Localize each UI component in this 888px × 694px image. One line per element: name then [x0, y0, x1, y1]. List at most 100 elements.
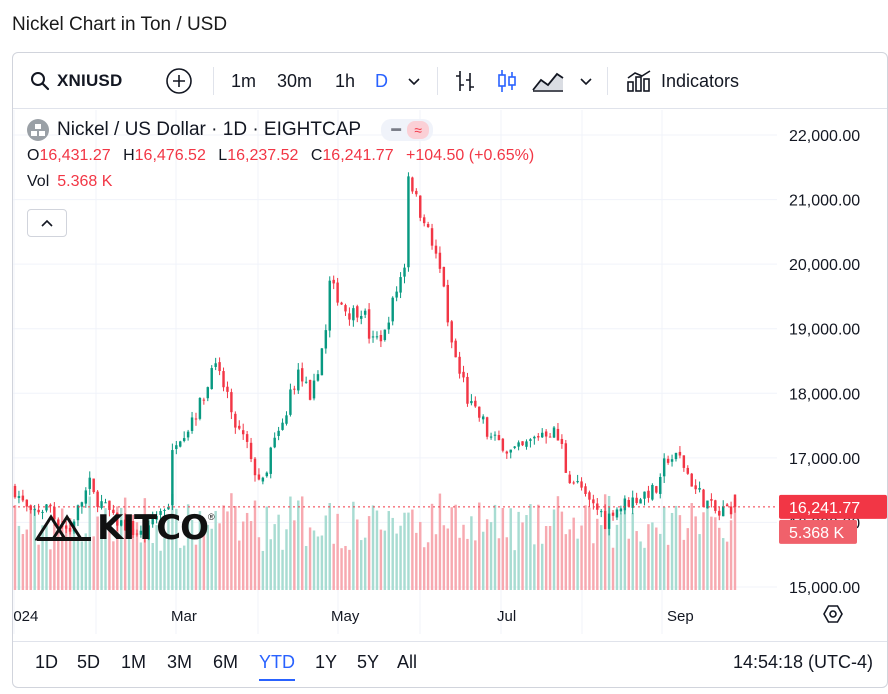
settings-icon	[823, 605, 843, 623]
volume-bar	[265, 506, 269, 590]
volume-bar	[729, 520, 733, 590]
chart-footer: 1D 5D 1M 3M 6M YTD 1Y 5Y All 14:54:18 (UTC-4)	[13, 641, 887, 687]
candle-body	[725, 504, 729, 507]
bars-style-button[interactable]	[453, 53, 477, 109]
volume-bar	[96, 516, 99, 590]
symbol-search[interactable]: XNIUSD	[29, 53, 122, 109]
candle-body	[13, 485, 17, 498]
volume-bar	[529, 504, 532, 590]
candle-body	[682, 455, 686, 468]
volume-bar	[718, 527, 721, 590]
candle-body	[666, 458, 670, 463]
range-1m[interactable]: 1M	[121, 652, 147, 672]
volume-bar	[564, 534, 568, 590]
candle-body	[714, 500, 717, 511]
range-1d[interactable]: 1D	[35, 652, 59, 672]
volume-bar	[33, 508, 36, 590]
volume-bar	[521, 522, 524, 590]
price-chart[interactable]: 22,000.00 21,000.00 20,000.00 19,000.00 18,0…	[13, 110, 888, 634]
volume-bar	[328, 503, 331, 590]
timeframe-label: 1h	[335, 70, 356, 91]
volume-bar	[108, 530, 111, 590]
candle-body	[474, 400, 477, 407]
x-tick-label: 2024	[13, 608, 38, 625]
chart-area[interactable]: 22,000.00 21,000.00 20,000.00 19,000.00 18,0…	[13, 110, 888, 634]
kitco-watermark: KITCO ®	[35, 508, 215, 548]
timeframe-30m[interactable]: 30m	[277, 53, 312, 109]
candle-body	[297, 369, 300, 391]
candle-body	[411, 177, 414, 192]
candle-body	[210, 368, 213, 390]
volume-bar	[576, 538, 579, 590]
range-all[interactable]: All	[397, 652, 418, 672]
volume-bar	[682, 539, 686, 590]
timeframe-d[interactable]: D	[375, 53, 388, 109]
bars-icon	[456, 71, 474, 91]
last-price-tag-label: 16,241.77	[789, 500, 860, 517]
candle-body	[340, 302, 343, 305]
candle-body	[159, 511, 162, 515]
volume-bar	[41, 525, 44, 590]
volume-bar	[647, 524, 650, 590]
chart-style-dropdown[interactable]	[579, 53, 593, 109]
candle-body	[249, 442, 253, 460]
range-5y[interactable]: 5Y	[357, 652, 380, 672]
range-1y[interactable]: 1Y	[315, 652, 338, 672]
timeframe-1h[interactable]: 1h	[335, 53, 355, 109]
candles-style-button[interactable]	[495, 53, 519, 109]
candle-body	[442, 266, 446, 287]
x-tick-label: May	[331, 608, 360, 625]
timeframe-dropdown[interactable]	[407, 53, 421, 109]
candle-body	[84, 490, 88, 504]
volume-bar	[277, 514, 280, 590]
candle-body	[670, 459, 674, 462]
candle-body	[600, 511, 603, 513]
candle-body	[222, 371, 225, 388]
candle-body	[422, 217, 426, 224]
volume-bar	[592, 543, 595, 590]
range-5d[interactable]: 5D	[77, 652, 101, 672]
timeframe-1m[interactable]: 1m	[231, 53, 256, 109]
candle-body	[450, 321, 453, 343]
volume-bar	[171, 493, 174, 590]
legend-toggle-pill[interactable]: ━ ≈	[381, 119, 434, 141]
candle-body	[92, 478, 95, 493]
range-3m[interactable]: 3M	[167, 652, 193, 672]
volume-bar	[438, 493, 442, 590]
volume-bar	[662, 506, 666, 590]
candle-body	[367, 309, 371, 339]
candle-body	[379, 334, 383, 342]
candle-body	[57, 519, 60, 526]
add-symbol-button[interactable]	[165, 53, 193, 109]
candle-body	[485, 417, 489, 437]
candle-body	[308, 379, 312, 400]
volume-bar	[17, 525, 21, 590]
candle-body	[540, 432, 544, 438]
last-price-tag	[779, 494, 887, 519]
range-ytd[interactable]: YTD	[259, 652, 295, 681]
candle-body	[721, 506, 725, 517]
volume-bar	[706, 506, 709, 590]
area-style-button[interactable]	[531, 53, 565, 109]
volume-bar	[623, 509, 627, 590]
candle-body	[88, 477, 91, 489]
range-6m[interactable]: 6M	[213, 652, 239, 672]
candle-body	[521, 441, 524, 446]
volume-bar	[635, 531, 638, 590]
volume-bar	[537, 504, 540, 590]
volume-bar	[218, 523, 221, 590]
volume-bar	[348, 549, 351, 590]
collapse-legend-button[interactable]	[27, 209, 67, 237]
candle-body	[206, 387, 210, 399]
candle-body	[478, 406, 481, 418]
candle-body	[324, 330, 328, 349]
volume-bar	[222, 505, 225, 590]
candle-body	[293, 388, 296, 390]
candle-body	[64, 525, 68, 529]
indicators-button[interactable]: Indicators	[625, 53, 739, 109]
candle-body	[454, 340, 457, 358]
candle-body	[45, 504, 48, 511]
candle-body	[25, 499, 29, 507]
volume-bar	[426, 542, 430, 590]
volume-bar	[450, 507, 453, 590]
